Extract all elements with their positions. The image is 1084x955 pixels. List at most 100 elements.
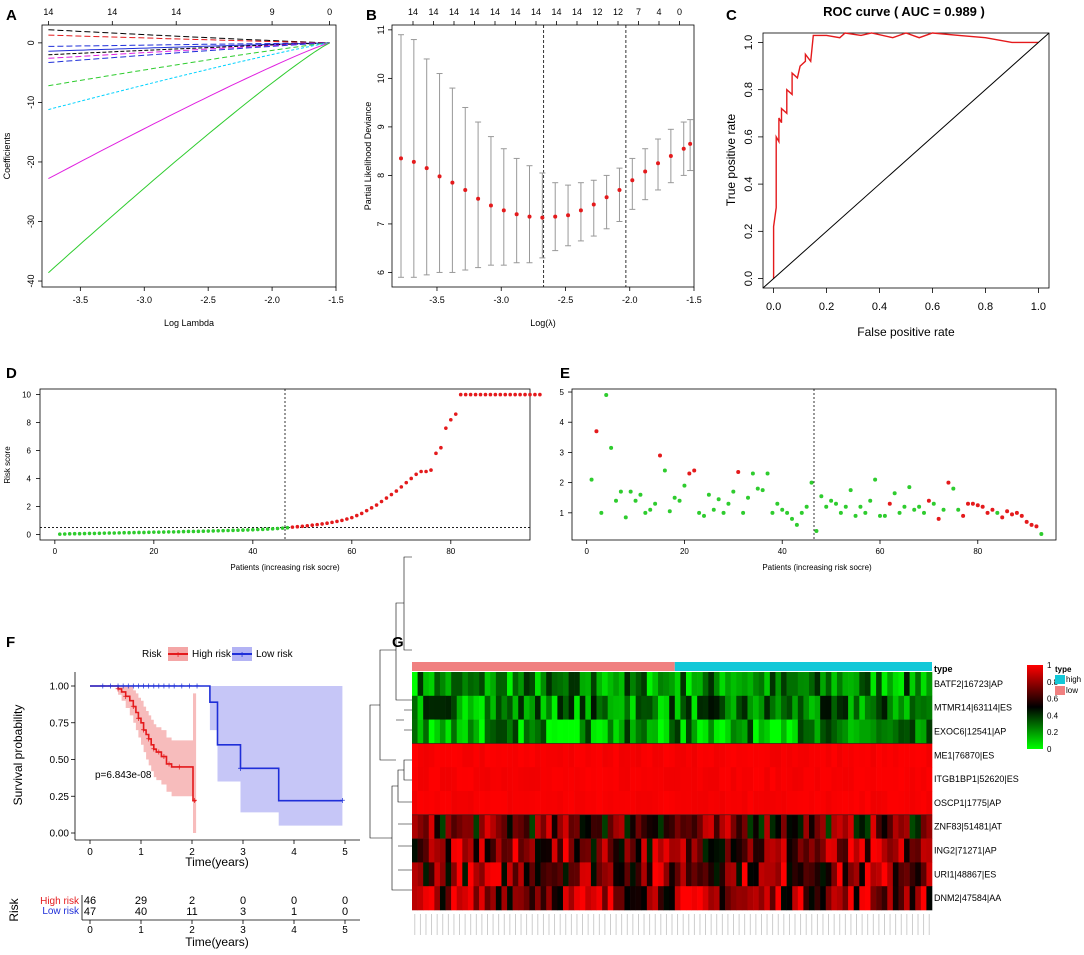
- heat-cell: [803, 743, 810, 768]
- heat-cell: [473, 814, 480, 839]
- heat-cell: [741, 695, 748, 720]
- heat-cell: [540, 838, 547, 863]
- coef-path-2: [48, 34, 330, 44]
- heat-cell: [518, 862, 525, 887]
- y-tick-label: -30: [26, 215, 36, 228]
- heat-cell: [926, 695, 933, 720]
- heat-cell: [786, 743, 793, 768]
- x-tick-label: 0.2: [819, 301, 834, 313]
- heat-cell: [618, 695, 625, 720]
- alive-point: [589, 477, 594, 482]
- heat-cell: [797, 743, 804, 768]
- alive-point: [941, 507, 946, 512]
- heat-cell: [602, 767, 608, 792]
- heat-cell: [535, 791, 541, 816]
- low-risk-point: [246, 528, 250, 532]
- heat-cell: [797, 719, 804, 744]
- heat-cell: [820, 719, 827, 744]
- heat-cell: [792, 767, 799, 792]
- heat-cell: [663, 719, 670, 744]
- heat-cell: [546, 719, 553, 744]
- high-risk-point: [513, 392, 517, 397]
- high-risk-point: [335, 519, 339, 524]
- heat-cell: [535, 743, 541, 768]
- heat-cell: [551, 767, 558, 792]
- high-risk-point: [290, 525, 295, 529]
- heat-cell: [842, 886, 849, 911]
- x-tick-label: 0.6: [925, 301, 940, 313]
- alive-point: [653, 501, 658, 506]
- low-risk-point: [62, 532, 67, 536]
- panel-f: F Risk + High risk + Low risk +++++++ + ++…: [6, 634, 360, 949]
- heat-cell: [909, 886, 916, 911]
- heat-cell: [585, 743, 592, 768]
- heat-cell: [417, 719, 424, 744]
- high-risk-point: [384, 496, 389, 500]
- heat-cell: [915, 672, 922, 697]
- heat-cell: [467, 886, 474, 911]
- heat-cell: [562, 886, 569, 911]
- row-label: OSCP1|1775|AP: [934, 798, 1001, 808]
- heat-cell: [904, 862, 910, 887]
- censor-mark-low: +: [146, 682, 152, 693]
- panel-b-letter: B: [366, 7, 377, 24]
- censor-mark-low: +: [100, 682, 106, 693]
- heat-cell: [814, 743, 821, 768]
- heat-cell: [909, 838, 916, 863]
- heat-cell: [546, 814, 553, 839]
- panel-c-y-ticks: 0.0 0.2 0.4 0.6 0.8 1.0: [743, 35, 763, 286]
- heat-cell: [428, 695, 435, 720]
- heat-cell: [445, 886, 452, 911]
- heat-cell: [769, 886, 776, 911]
- color-scale-label: 0.2: [1047, 728, 1059, 737]
- heat-cell: [646, 791, 653, 816]
- heat-cell: [887, 767, 894, 792]
- top-tick-label: 4: [656, 7, 661, 17]
- heat-cell: [904, 743, 910, 768]
- heat-cell: [825, 886, 832, 911]
- heat-cell: [607, 814, 614, 839]
- heat-cell: [557, 862, 564, 887]
- heat-cell: [445, 814, 452, 839]
- heat-cell: [462, 814, 469, 839]
- heat-cell: [920, 672, 927, 697]
- heat-cell: [641, 862, 648, 887]
- heat-cell: [881, 743, 888, 768]
- heat-cell: [853, 814, 860, 839]
- heat-cell: [892, 886, 899, 911]
- heat-cell: [775, 719, 782, 744]
- heat-cell: [786, 862, 793, 887]
- heat-cell: [836, 719, 843, 744]
- heat-cell: [590, 695, 597, 720]
- heat-cell: [758, 743, 765, 768]
- heat-cell: [769, 719, 776, 744]
- heat-cell: [881, 719, 888, 744]
- dead-point: [990, 507, 995, 512]
- heat-cell: [641, 814, 648, 839]
- heat-cell: [652, 672, 659, 697]
- heat-cell: [607, 838, 614, 863]
- legend-low-plus: +: [239, 650, 245, 661]
- dead-point: [970, 501, 975, 506]
- dendrogram-lower: [380, 759, 412, 891]
- heat-cell: [423, 862, 430, 887]
- high-risk-point: [498, 392, 503, 397]
- heat-cell: [484, 672, 491, 697]
- high-risk-point: [310, 523, 315, 527]
- row-label: BATF2|16723|AP: [934, 679, 1003, 689]
- heat-cell: [836, 791, 843, 816]
- heat-cell: [540, 743, 547, 768]
- low-risk-point: [270, 527, 275, 531]
- heat-cell: [574, 886, 581, 911]
- heat-cell: [881, 695, 888, 720]
- heat-cell: [635, 719, 642, 744]
- heat-cell: [658, 886, 664, 911]
- heat-cell: [484, 743, 491, 768]
- heat-cell: [803, 814, 810, 839]
- risk-count-low: 1: [291, 906, 297, 918]
- heat-cell: [523, 743, 530, 768]
- heat-cell: [792, 743, 799, 768]
- heat-cell: [697, 886, 704, 911]
- heat-cell: [786, 838, 793, 863]
- km-curve-high-risk: [90, 685, 197, 802]
